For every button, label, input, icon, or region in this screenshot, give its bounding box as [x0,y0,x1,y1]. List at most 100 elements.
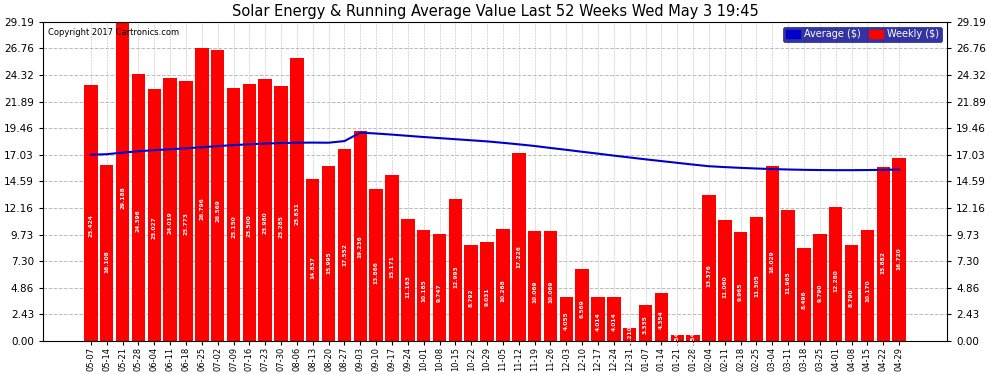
Text: 10.170: 10.170 [865,280,870,302]
Bar [623,328,637,341]
Bar [686,335,700,341]
Bar [433,234,446,341]
Text: 4.354: 4.354 [659,310,664,329]
Bar [227,88,241,341]
Text: 23.980: 23.980 [262,211,267,234]
Bar [243,84,256,341]
Text: 11.965: 11.965 [786,271,791,294]
Bar [306,179,320,341]
Text: 13.866: 13.866 [373,261,378,284]
Bar [749,217,763,341]
Bar [401,219,415,341]
Text: 14.837: 14.837 [310,256,315,279]
Text: 23.424: 23.424 [88,214,93,237]
Bar [654,293,668,341]
Legend: Average ($), Weekly ($): Average ($), Weekly ($) [783,27,942,42]
Text: 11.060: 11.060 [723,275,728,298]
Bar [464,245,478,341]
Bar [639,304,652,341]
Bar [512,153,526,341]
Text: 8.792: 8.792 [468,288,474,307]
Text: 10.069: 10.069 [548,280,553,303]
Text: 1.210: 1.210 [628,326,633,344]
Bar [480,242,494,341]
Bar [211,50,225,341]
Bar [385,175,399,341]
Bar [844,245,858,341]
Bar [876,167,890,341]
Bar [179,81,193,341]
Text: 8.790: 8.790 [849,288,854,307]
Bar [765,166,779,341]
Text: 19.236: 19.236 [357,235,362,258]
Text: 24.019: 24.019 [167,211,172,234]
Bar [132,74,146,341]
Bar [813,234,827,341]
Text: 11.163: 11.163 [405,274,410,297]
Bar [116,22,130,341]
Text: 9.031: 9.031 [484,287,490,306]
Text: 9.790: 9.790 [818,284,823,302]
Bar [448,199,462,341]
Text: 13.376: 13.376 [707,264,712,286]
Bar [417,230,431,341]
Bar [528,231,542,341]
Text: 4.014: 4.014 [612,312,617,331]
Bar [670,335,684,341]
Text: 0.554: 0.554 [691,331,696,350]
Text: 26.796: 26.796 [199,198,204,220]
Bar [781,210,795,341]
Bar [353,130,367,341]
Text: 12.280: 12.280 [834,269,839,292]
Title: Solar Energy & Running Average Value Last 52 Weeks Wed May 3 19:45: Solar Energy & Running Average Value Las… [232,4,758,19]
Text: 8.496: 8.496 [802,290,807,309]
Bar [84,85,98,341]
Bar [258,79,272,341]
Bar [496,229,510,341]
Bar [702,195,716,341]
Text: 0.554: 0.554 [675,331,680,350]
Bar [607,297,621,341]
Bar [322,166,336,341]
Text: 10.069: 10.069 [532,280,538,303]
Text: 4.014: 4.014 [596,312,601,331]
Text: 12.993: 12.993 [452,266,458,288]
Bar [718,220,732,341]
Bar [338,149,351,341]
Bar [591,297,605,341]
Text: 3.335: 3.335 [644,315,648,334]
Text: 24.396: 24.396 [136,210,141,232]
Text: 15.171: 15.171 [389,255,394,278]
Text: 16.720: 16.720 [897,248,902,270]
Text: 15.882: 15.882 [881,251,886,274]
Bar [163,78,177,341]
Text: 10.185: 10.185 [421,279,426,302]
Text: 10.268: 10.268 [500,279,506,302]
Bar [797,248,811,341]
Text: 23.500: 23.500 [247,214,251,237]
Text: 17.226: 17.226 [516,245,522,268]
Text: 4.055: 4.055 [564,312,569,330]
Text: 23.773: 23.773 [183,213,188,236]
Bar [369,189,383,341]
Text: 17.552: 17.552 [342,243,346,266]
Bar [148,89,161,341]
Bar [575,269,589,341]
Bar [290,58,304,341]
Text: 23.150: 23.150 [231,216,236,238]
Text: 16.108: 16.108 [104,251,109,273]
Bar [860,230,874,341]
Text: 29.188: 29.188 [120,186,125,209]
Bar [100,165,114,341]
Text: 6.569: 6.569 [580,299,585,318]
Text: 26.569: 26.569 [215,199,220,222]
Bar [559,297,573,341]
Bar [734,232,747,341]
Text: 11.305: 11.305 [754,274,759,297]
Bar [195,48,209,341]
Text: Copyright 2017 Cartronics.com: Copyright 2017 Cartronics.com [48,28,179,37]
Text: 23.285: 23.285 [278,215,283,238]
Text: 9.965: 9.965 [739,283,743,301]
Bar [892,158,906,341]
Text: 23.027: 23.027 [151,216,156,239]
